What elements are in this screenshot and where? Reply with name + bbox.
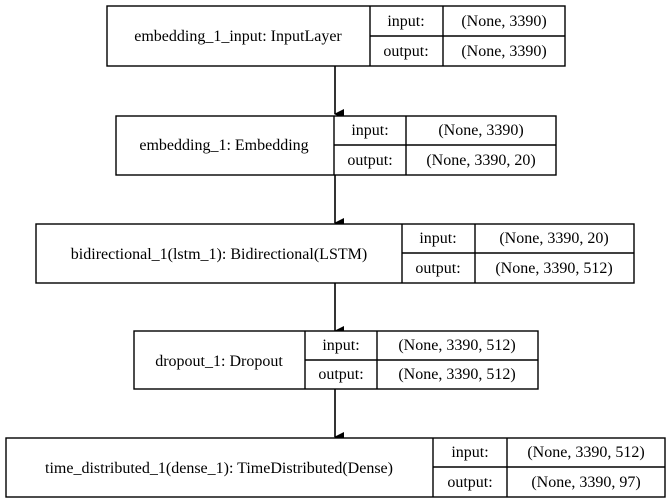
layer-node: time_distributed_1(dense_1): TimeDistrib… [5, 437, 666, 498]
input-label: input: [419, 230, 456, 247]
output-shape: (None, 3390) [461, 43, 546, 60]
layer-name: bidirectional_1(lstm_1): Bidirectional(L… [71, 246, 367, 263]
input-shape: (None, 3390, 20) [499, 230, 608, 247]
layer-name: embedding_1_input: InputLayer [134, 28, 342, 45]
input-label: input: [351, 122, 388, 139]
layer-node: embedding_1: Embedding input: (None, 339… [115, 115, 557, 176]
output-label: output: [347, 152, 392, 169]
output-label: output: [415, 260, 460, 277]
output-shape: (None, 3390, 97) [531, 474, 640, 491]
layer-node: bidirectional_1(lstm_1): Bidirectional(L… [35, 223, 635, 284]
output-shape: (None, 3390, 512) [398, 366, 515, 383]
output-label: output: [383, 43, 428, 60]
output-label: output: [447, 474, 492, 491]
layer-name: time_distributed_1(dense_1): TimeDistrib… [45, 460, 393, 477]
layer-name: dropout_1: Dropout [155, 353, 283, 370]
output-shape: (None, 3390, 20) [426, 152, 535, 169]
layer-node: dropout_1: Dropout input: (None, 3390, 5… [133, 330, 539, 390]
input-shape: (None, 3390, 512) [527, 444, 644, 461]
input-shape: (None, 3390) [461, 13, 546, 30]
input-label: input: [451, 444, 488, 461]
input-label: input: [387, 13, 424, 30]
input-shape: (None, 3390, 512) [398, 337, 515, 354]
output-label: output: [318, 366, 363, 383]
layer-node: embedding_1_input: InputLayer input: (No… [106, 5, 566, 67]
input-shape: (None, 3390) [438, 122, 523, 139]
output-shape: (None, 3390, 512) [495, 260, 612, 277]
input-label: input: [322, 337, 359, 354]
layer-name: embedding_1: Embedding [139, 137, 308, 154]
